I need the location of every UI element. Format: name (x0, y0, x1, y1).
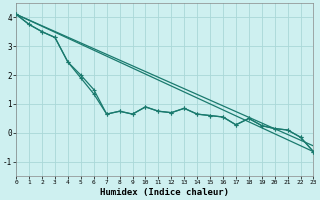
X-axis label: Humidex (Indice chaleur): Humidex (Indice chaleur) (100, 188, 229, 197)
